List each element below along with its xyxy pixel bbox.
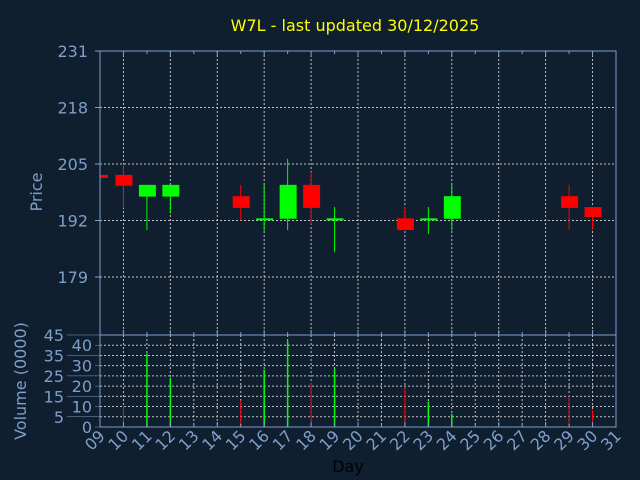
candle-body bbox=[396, 218, 414, 231]
volume-axis-label: Volume (0000) bbox=[11, 322, 30, 440]
price-tick-label: 179 bbox=[57, 268, 88, 287]
candle-body bbox=[326, 218, 344, 221]
candle-body bbox=[561, 196, 579, 208]
volume-tick-label: 10 bbox=[72, 398, 92, 417]
volume-tick-label: 40 bbox=[72, 336, 92, 355]
price-tick-label: 231 bbox=[57, 42, 88, 61]
volume-tick-label: 20 bbox=[72, 377, 92, 396]
candle-body bbox=[100, 174, 108, 178]
candle-body bbox=[420, 218, 438, 221]
candle-body bbox=[279, 184, 297, 219]
x-axis-label: Day bbox=[332, 457, 364, 476]
volume-tick-label: 0 bbox=[82, 418, 92, 437]
candle-body bbox=[115, 174, 133, 186]
candle-body bbox=[443, 196, 461, 219]
volume-tick-label: 30 bbox=[72, 357, 92, 376]
y-axis-label: Price bbox=[27, 172, 46, 211]
candle-body bbox=[232, 196, 250, 208]
volume-tick-label: 25 bbox=[44, 367, 64, 386]
volume-tick-label: 45 bbox=[44, 326, 64, 345]
candle-body bbox=[584, 207, 602, 218]
x-tick-label: 31 bbox=[597, 426, 625, 454]
price-tick-label: 192 bbox=[57, 212, 88, 231]
volume-tick-label: 35 bbox=[44, 346, 64, 365]
price-tick-label: 218 bbox=[57, 99, 88, 118]
candle-body bbox=[162, 184, 180, 197]
price-tick-label: 205 bbox=[57, 155, 88, 174]
candle-body bbox=[303, 184, 321, 208]
volume-tick-label: 5 bbox=[54, 408, 64, 427]
volume-tick-label: 15 bbox=[44, 387, 64, 406]
candle-body bbox=[256, 218, 274, 221]
volume-panel-frame bbox=[99, 334, 617, 428]
candle-body bbox=[138, 184, 156, 197]
chart-title: W7L - last updated 30/12/2025 bbox=[231, 16, 480, 35]
